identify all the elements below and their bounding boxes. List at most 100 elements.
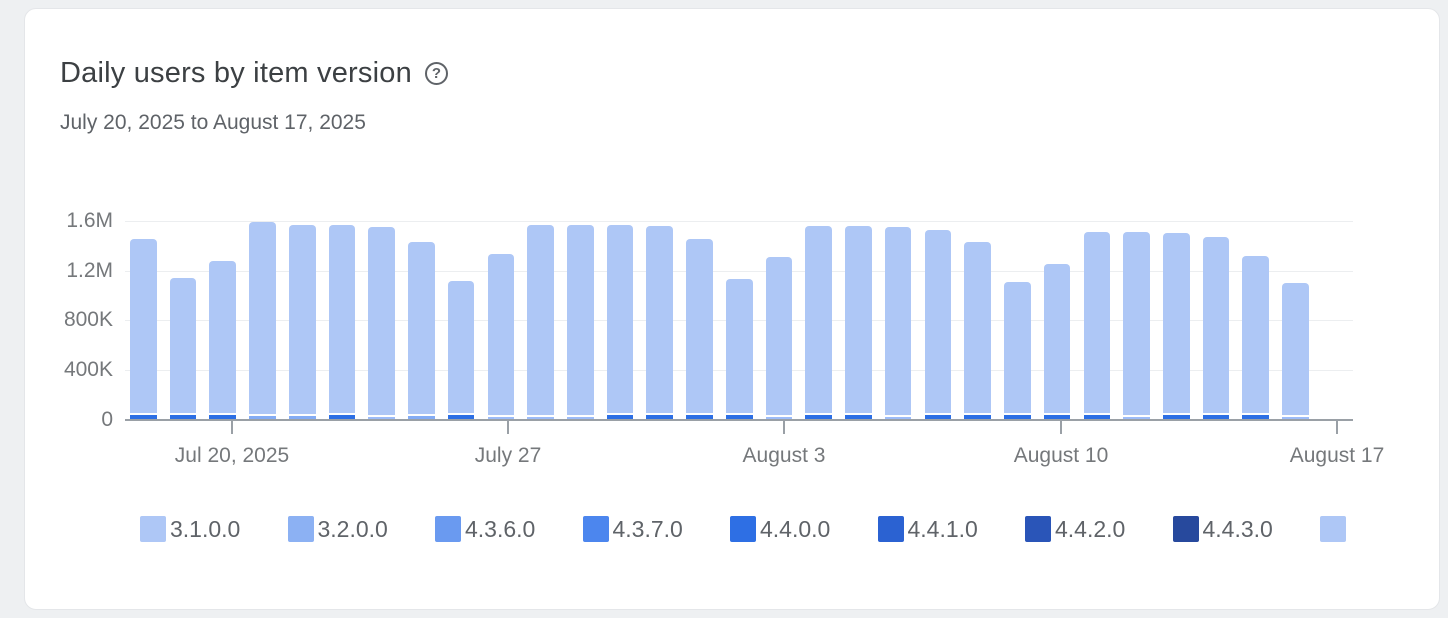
legend-item	[1320, 516, 1346, 542]
legend-item: 3.2.0.0	[287, 516, 388, 542]
bar-main-segment	[368, 227, 395, 415]
bar-main-segment	[845, 225, 872, 413]
bar-main-segment	[725, 279, 753, 413]
bar-segment-gap	[169, 412, 197, 415]
bar-main-segment	[884, 227, 912, 415]
bar-segment-gap	[130, 412, 157, 415]
bar[interactable]	[1043, 264, 1071, 420]
bar-base-segment	[1043, 415, 1071, 420]
bar-base-segment	[1123, 416, 1150, 420]
bar[interactable]	[964, 241, 991, 420]
bar[interactable]	[169, 278, 197, 420]
bar[interactable]	[249, 222, 276, 420]
bar[interactable]	[288, 224, 316, 420]
x-axis-label: Jul 20, 2025	[174, 444, 290, 467]
legend-item: 4.4.3.0	[1172, 516, 1273, 542]
bar[interactable]	[1282, 283, 1309, 420]
bar-segment-gap	[1123, 414, 1150, 417]
bar-main-segment	[487, 254, 515, 415]
bar[interactable]	[924, 229, 952, 420]
bar[interactable]	[606, 224, 634, 420]
bar[interactable]	[765, 256, 793, 420]
bar-main-segment	[1202, 236, 1230, 413]
bar-segment-gap	[1162, 413, 1190, 415]
bar-base-segment	[1242, 414, 1270, 420]
bar[interactable]	[805, 225, 832, 420]
bar[interactable]	[646, 225, 674, 420]
bar-segment-gap	[805, 412, 832, 415]
bar-base-segment	[288, 416, 316, 420]
bar[interactable]	[527, 224, 554, 420]
bar-segment-gap	[924, 412, 952, 415]
bar-base-segment	[1004, 414, 1031, 420]
bar-segment-gap	[368, 414, 395, 417]
bar[interactable]	[1202, 236, 1230, 420]
bar-main-segment	[686, 239, 713, 413]
bar-segment-gap	[606, 412, 634, 415]
x-axis-tick	[231, 421, 233, 434]
bar-main-segment	[805, 225, 832, 413]
bar-base-segment	[725, 414, 753, 420]
bar[interactable]	[845, 225, 872, 420]
bar-main-segment	[924, 229, 952, 413]
bar-base-segment	[567, 416, 594, 420]
bar-base-segment	[328, 414, 356, 420]
help-icon[interactable]: ?	[424, 62, 448, 85]
bar-segment-gap	[288, 414, 316, 417]
x-axis-tick	[1336, 421, 1338, 434]
bar-segment-gap	[567, 414, 594, 417]
bar[interactable]	[725, 279, 753, 420]
bar-main-segment	[606, 224, 634, 413]
bar[interactable]	[1162, 233, 1190, 420]
bar-segment-gap	[884, 414, 912, 417]
bar[interactable]	[368, 227, 395, 420]
bar-base-segment	[1162, 415, 1190, 420]
bar[interactable]	[328, 224, 356, 420]
x-axis-tick	[507, 421, 509, 434]
chart-header: Daily users by item version ?	[60, 57, 448, 90]
bar[interactable]	[567, 224, 594, 420]
x-axis-tick	[1060, 421, 1062, 434]
y-axis-label: 1.6M	[66, 208, 113, 232]
bar-base-segment	[1282, 416, 1309, 420]
bar[interactable]	[408, 241, 435, 420]
bar-segment-gap	[845, 412, 872, 415]
bar-main-segment	[527, 224, 554, 415]
legend-label: 4.3.7.0	[612, 516, 683, 542]
bar[interactable]	[130, 239, 157, 420]
bar[interactable]	[1083, 232, 1111, 420]
bar-segment-gap	[328, 412, 356, 415]
bar-segment-gap	[1083, 412, 1111, 415]
bar-segment-gap	[765, 414, 793, 417]
bar[interactable]	[686, 239, 713, 420]
legend-label: 3.2.0.0	[317, 516, 388, 542]
bar[interactable]	[209, 260, 237, 420]
bar[interactable]	[447, 280, 475, 420]
bar-main-segment	[169, 278, 197, 413]
bar-segment-gap	[964, 412, 991, 415]
bar-base-segment	[606, 414, 634, 420]
bar-main-segment	[130, 239, 157, 413]
bar[interactable]	[1123, 232, 1150, 420]
chart-title: Daily users by item version	[60, 57, 412, 89]
bar-segment-gap	[249, 414, 276, 417]
bar-main-segment	[1043, 264, 1071, 413]
bar-base-segment	[169, 414, 197, 420]
bar[interactable]	[1004, 281, 1031, 420]
date-range-subtitle: July 20, 2025 to August 17, 2025	[60, 111, 366, 134]
bar-base-segment	[487, 416, 515, 420]
legend-swatch	[287, 516, 314, 542]
x-axis-label: August 3	[742, 444, 826, 467]
bar-base-segment	[686, 414, 713, 420]
bar-base-segment	[249, 416, 276, 420]
bar-base-segment	[884, 416, 912, 420]
bar-main-segment	[447, 280, 475, 413]
bar[interactable]	[487, 254, 515, 420]
bar-main-segment	[1242, 255, 1270, 413]
legend-label: 4.4.2.0	[1055, 516, 1126, 542]
bar[interactable]	[884, 227, 912, 420]
bar[interactable]	[1242, 255, 1270, 420]
bar-base-segment	[527, 416, 554, 420]
bar-segment-gap	[1043, 413, 1071, 415]
